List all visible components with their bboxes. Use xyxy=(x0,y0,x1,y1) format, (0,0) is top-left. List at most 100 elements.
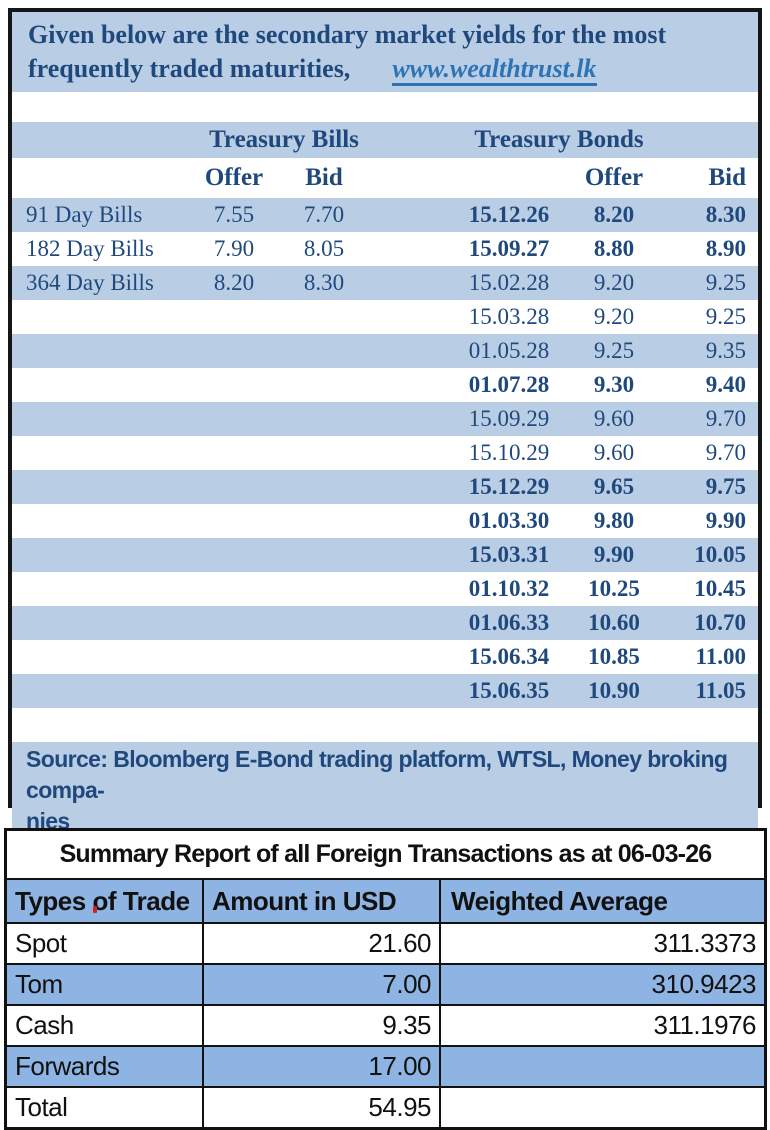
bill-maturity: 91 Day Bills xyxy=(26,202,143,227)
yields-title-line2-text: frequently traded maturities, xyxy=(28,54,351,83)
bond-bid: 11.00 xyxy=(695,644,746,669)
bond-offer: 9.80 xyxy=(593,508,635,533)
spacer xyxy=(12,708,758,742)
bond-offer: 9.20 xyxy=(593,304,635,329)
bond-maturity: 01.10.32 xyxy=(468,576,550,601)
bond-bid: 9.90 xyxy=(705,508,746,533)
bond-offer: 10.85 xyxy=(588,644,640,669)
trade-weighted-average xyxy=(441,1047,764,1086)
yields-title: Given below are the secondary market yie… xyxy=(12,12,758,92)
yields-row: 01.03.30 9.80 9.90 xyxy=(12,504,758,538)
bond-bid: 8.30 xyxy=(705,202,746,227)
yields-row: 01.06.33 10.60 10.70 xyxy=(12,606,758,640)
bill-maturity: 364 Day Bills xyxy=(26,270,154,295)
summary-title: Summary Report of all Foreign Transactio… xyxy=(7,831,764,878)
bill-bid: 7.70 xyxy=(303,202,345,227)
header-weighted-average: Weighted Average xyxy=(451,886,668,916)
summary-row: Spot 21.60 311.3373 xyxy=(7,922,764,963)
summary-row: Tom 7.00 310.9423 xyxy=(7,963,764,1004)
trade-type: Cash xyxy=(7,1006,204,1045)
yields-row: 01.05.28 9.25 9.35 xyxy=(12,334,758,368)
red-mark-artifact xyxy=(93,906,97,913)
yields-row: 01.10.32 10.25 10.45 xyxy=(12,572,758,606)
bond-offer: 9.90 xyxy=(593,542,635,567)
bond-offer: 9.65 xyxy=(593,474,635,499)
bond-offer: 8.20 xyxy=(593,202,635,227)
bond-bid: 9.70 xyxy=(705,406,746,431)
bill-bid: 8.30 xyxy=(303,270,345,295)
trade-amount: 54.95 xyxy=(204,1088,441,1127)
trade-weighted-average: 310.9423 xyxy=(651,969,757,999)
source-note: Source: Bloomberg E-Bond trading platfor… xyxy=(12,742,758,839)
spacer xyxy=(12,92,758,122)
yields-row: 91 Day Bills 7.55 7.70 15.12.26 8.20 8.3… xyxy=(12,198,758,232)
bond-offer: 10.90 xyxy=(588,678,640,703)
bond-bid: 8.90 xyxy=(705,236,746,261)
yields-title-line2: frequently traded maturities, www.wealtht… xyxy=(28,52,758,86)
bond-offer: 10.25 xyxy=(588,576,640,601)
bills-group-header: Treasury Bills xyxy=(209,126,359,153)
trade-amount: 21.60 xyxy=(204,924,441,963)
bond-bid: 9.70 xyxy=(705,440,746,465)
yields-offer-bid-header-row: Offer Bid Offer Bid xyxy=(12,158,758,198)
yields-row: 15.10.29 9.60 9.70 xyxy=(12,436,758,470)
bond-bid: 10.45 xyxy=(694,576,746,601)
yields-group-header-row: Treasury Bills Treasury Bonds xyxy=(12,122,758,158)
trade-weighted-average xyxy=(441,1088,764,1127)
bills-bid-header: Bid xyxy=(305,164,343,191)
bonds-offer-header: Offer xyxy=(584,164,644,191)
wealthtrust-link[interactable]: www.wealthtrust.lk xyxy=(392,54,597,86)
bond-maturity: 15.12.29 xyxy=(468,474,550,499)
bond-offer: 8.80 xyxy=(593,236,635,261)
bond-maturity: 15.02.28 xyxy=(468,270,550,295)
bond-maturity: 15.06.35 xyxy=(468,678,550,703)
trade-amount: 7.00 xyxy=(204,965,441,1004)
bond-maturity: 01.03.30 xyxy=(468,508,550,533)
bond-bid: 11.05 xyxy=(695,678,746,703)
bond-maturity: 15.06.34 xyxy=(468,644,550,669)
trade-type: Spot xyxy=(7,924,204,963)
bond-offer: 9.30 xyxy=(593,372,635,397)
bond-maturity: 01.06.33 xyxy=(468,610,550,635)
bill-offer: 7.55 xyxy=(213,202,255,227)
bond-bid: 10.05 xyxy=(694,542,746,567)
trade-weighted-average: 311.3373 xyxy=(653,928,756,958)
bill-offer: 7.90 xyxy=(213,236,255,261)
yields-row: 15.06.34 10.85 11.00 xyxy=(12,640,758,674)
bond-bid: 9.35 xyxy=(705,338,746,363)
bond-offer: 9.60 xyxy=(593,406,635,431)
trade-type: Forwards xyxy=(7,1047,204,1086)
yields-row: 15.12.29 9.65 9.75 xyxy=(12,470,758,504)
summary-row: Forwards 17.00 xyxy=(7,1045,764,1086)
header-amount-usd: Amount in USD xyxy=(204,880,441,922)
trade-amount: 17.00 xyxy=(204,1047,441,1086)
bond-maturity: 01.07.28 xyxy=(468,372,550,397)
treasury-yields-table: Given below are the secondary market yie… xyxy=(8,8,762,839)
bond-maturity: 15.10.29 xyxy=(468,440,550,465)
header-types-of-trade-label: Types of Trade xyxy=(15,886,190,916)
bond-maturity: 15.09.29 xyxy=(468,406,550,431)
bond-maturity: 15.03.28 xyxy=(468,304,550,329)
foreign-transactions-summary-table: Summary Report of all Foreign Transactio… xyxy=(4,828,767,1130)
trade-weighted-average: 311.1976 xyxy=(653,1010,756,1040)
bond-offer: 10.60 xyxy=(588,610,640,635)
bill-offer: 8.20 xyxy=(213,270,255,295)
summary-header-row: Types of Trade Amount in USD Weighted Av… xyxy=(7,878,764,922)
bond-bid: 9.40 xyxy=(705,372,746,397)
trade-amount: 9.35 xyxy=(204,1006,441,1045)
bill-bid: 8.05 xyxy=(303,236,345,261)
bond-bid: 9.25 xyxy=(705,270,746,295)
yields-row: 15.03.28 9.20 9.25 xyxy=(12,300,758,334)
bond-offer: 9.60 xyxy=(593,440,635,465)
yields-row: 182 Day Bills 7.90 8.05 15.09.27 8.80 8.… xyxy=(12,232,758,266)
summary-row: Total 54.95 xyxy=(7,1086,764,1127)
trade-type: Tom xyxy=(7,965,204,1004)
bond-maturity: 15.12.26 xyxy=(468,202,550,227)
yields-row: 364 Day Bills 8.20 8.30 15.02.28 9.20 9.… xyxy=(12,266,758,300)
bonds-bid-header: Bid xyxy=(708,164,746,191)
yields-row: 15.06.35 10.90 11.05 xyxy=(12,674,758,708)
yields-row: 01.07.28 9.30 9.40 xyxy=(12,368,758,402)
trade-type: Total xyxy=(7,1088,204,1127)
yields-title-line1: Given below are the secondary market yie… xyxy=(28,20,667,49)
